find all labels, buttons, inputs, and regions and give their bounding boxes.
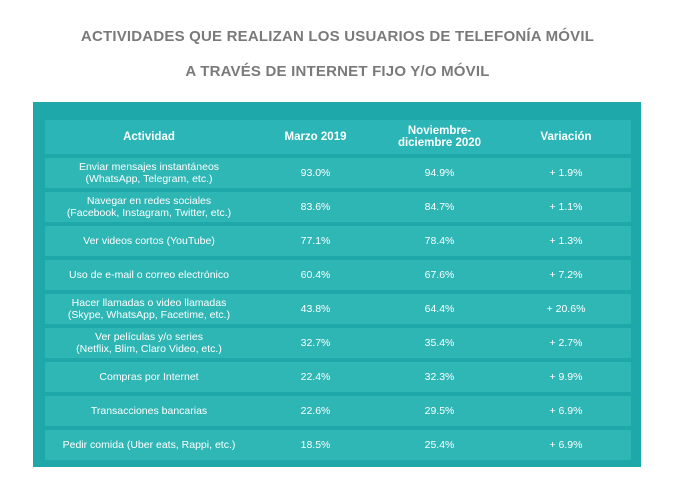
column-header-nov-dic-2020: Noviembre- diciembre 2020 (378, 120, 501, 154)
table-row: Compras por Internet 22.4% 32.3% + 9.9% (45, 362, 631, 392)
cell-nov-dic-2020: 67.6% (378, 260, 501, 290)
column-header-marzo-2019: Marzo 2019 (253, 120, 378, 154)
table-row: Navegar en redes sociales (Facebook, Inst… (45, 192, 631, 222)
column-header-variacion: Variación (501, 120, 631, 154)
cell-marzo-2019: 18.5% (253, 430, 378, 460)
actividad-line2: (WhatsApp, Telegram, etc.) (85, 173, 213, 185)
actividad-line1: Enviar mensajes instantáneos (78, 161, 220, 173)
cell-nov-dic-2020: 32.3% (378, 362, 501, 392)
cell-nov-dic-2020: 84.7% (378, 192, 501, 222)
table-row: Pedir comida (Uber eats, Rappi, etc.) 18.… (45, 430, 631, 460)
cell-variacion: + 1.9% (501, 158, 631, 188)
table-row: Hacer llamadas o video llamadas (Skype, W… (45, 294, 631, 324)
cell-variacion: + 20.6% (501, 294, 631, 324)
cell-actividad: Ver videos cortos (YouTube) (45, 226, 253, 256)
column-header-nov-dic-2020-line2: diciembre 2020 (397, 137, 482, 149)
cell-actividad: Pedir comida (Uber eats, Rappi, etc.) (45, 430, 253, 460)
cell-nov-dic-2020: 25.4% (378, 430, 501, 460)
cell-actividad: Uso de e-mail o correo electrónico (45, 260, 253, 290)
actividad-line1: Pedir comida (Uber eats, Rappi, etc.) (62, 439, 236, 451)
cell-marzo-2019: 22.4% (253, 362, 378, 392)
cell-variacion: + 2.7% (501, 328, 631, 358)
cell-nov-dic-2020: 78.4% (378, 226, 501, 256)
table-header-row: Actividad Marzo 2019 Noviembre- diciembr… (45, 120, 631, 154)
actividad-line1: Ver películas y/o series (95, 331, 203, 343)
cell-marzo-2019: 60.4% (253, 260, 378, 290)
chart-title-line-1: ACTIVIDADES QUE REALIZAN LOS USUARIOS DE… (80, 28, 595, 45)
table-row: Ver videos cortos (YouTube) 77.1% 78.4% + 1… (45, 226, 631, 256)
cell-actividad: Ver películas y/o series (Netflix, Blim, … (45, 328, 253, 358)
cell-variacion: + 6.9% (501, 430, 631, 460)
cell-actividad: Transacciones bancarias (45, 396, 253, 426)
cell-variacion: + 6.9% (501, 396, 631, 426)
cell-variacion: + 1.1% (501, 192, 631, 222)
table-row: Transacciones bancarias 22.6% 29.5% + 6.9% (45, 396, 631, 426)
cell-marzo-2019: 22.6% (253, 396, 378, 426)
table-row: Uso de e-mail o correo electrónico 60.4% 6… (45, 260, 631, 290)
actividad-line1: Ver videos cortos (YouTube) (83, 235, 215, 247)
actividad-line1: Navegar en redes sociales (86, 195, 212, 207)
column-header-nov-dic-2020-line1: Noviembre- (407, 125, 472, 137)
cell-nov-dic-2020: 29.5% (378, 396, 501, 426)
cell-nov-dic-2020: 64.4% (378, 294, 501, 324)
table-body: Enviar mensajes instantáneos (WhatsApp, T… (45, 158, 631, 460)
actividad-line2: (Skype, WhatsApp, Facetime, etc.) (67, 309, 231, 321)
actividad-line1: Uso de e-mail o correo electrónico (69, 269, 229, 281)
cell-actividad: Compras por Internet (45, 362, 253, 392)
column-header-actividad: Actividad (45, 120, 253, 154)
cell-marzo-2019: 43.8% (253, 294, 378, 324)
actividad-line2: (Netflix, Blim, Claro Video, etc.) (76, 343, 222, 355)
table-row: Enviar mensajes instantáneos (WhatsApp, T… (45, 158, 631, 188)
cell-variacion: + 9.9% (501, 362, 631, 392)
cell-nov-dic-2020: 94.9% (378, 158, 501, 188)
cell-marzo-2019: 32.7% (253, 328, 378, 358)
actividad-line2: (Facebook, Instagram, Twitter, etc.) (66, 207, 232, 219)
actividad-line1: Compras por Internet (99, 371, 199, 383)
cell-actividad: Enviar mensajes instantáneos (WhatsApp, T… (45, 158, 253, 188)
cell-actividad: Hacer llamadas o video llamadas (Skype, W… (45, 294, 253, 324)
actividad-line1: Hacer llamadas o video llamadas (71, 297, 227, 309)
table-row: Ver películas y/o series (Netflix, Blim, … (45, 328, 631, 358)
cell-marzo-2019: 77.1% (253, 226, 378, 256)
cell-actividad: Navegar en redes sociales (Facebook, Inst… (45, 192, 253, 222)
actividad-line1: Transacciones bancarias (90, 405, 208, 417)
cell-marzo-2019: 93.0% (253, 158, 378, 188)
table-panel: Actividad Marzo 2019 Noviembre- diciembr… (33, 102, 641, 467)
cell-variacion: + 1.3% (501, 226, 631, 256)
chart-title-line-2: A TRAVÉS DE INTERNET FIJO Y/O MÓVIL (185, 63, 490, 80)
cell-marzo-2019: 83.6% (253, 192, 378, 222)
cell-nov-dic-2020: 35.4% (378, 328, 501, 358)
cell-variacion: + 7.2% (501, 260, 631, 290)
activities-table: Actividad Marzo 2019 Noviembre- diciembr… (45, 116, 631, 464)
